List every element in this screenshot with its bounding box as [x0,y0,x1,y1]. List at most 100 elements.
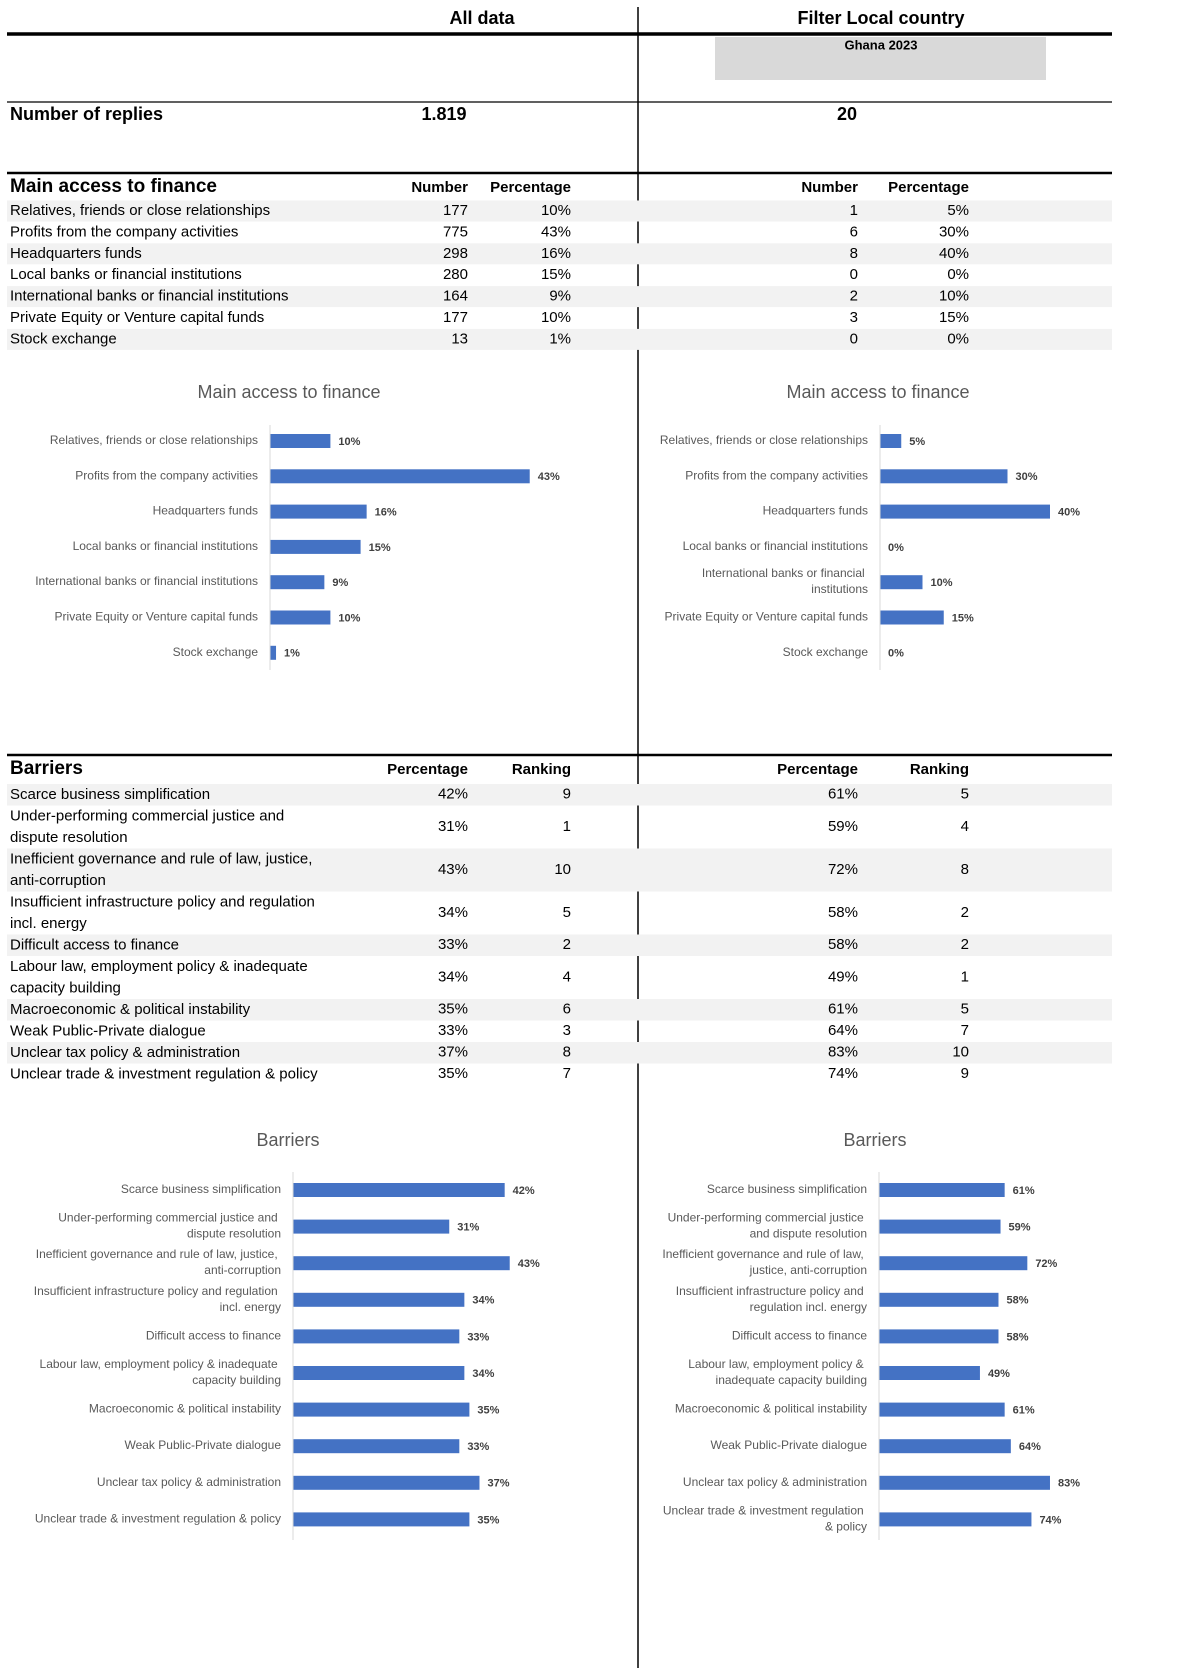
cell: 33% [438,936,468,953]
value-label: 40% [1058,507,1080,519]
bar [880,575,923,590]
cell: 4 [563,968,571,985]
cell: 30% [939,223,969,240]
category-label: Scarce business simplification [121,1182,281,1196]
cell: 164 [443,288,468,305]
cell: 5 [563,904,571,921]
value-label: 59% [1009,1222,1031,1234]
cell: 61% [828,1001,858,1018]
row-label: International banks or financial institu… [10,288,289,305]
cell: 280 [443,266,468,283]
category-label: Weak Public-Private dialogue [710,1438,867,1452]
cell: 3 [563,1022,571,1039]
cell: 59% [828,818,858,835]
cell: 7 [563,1065,571,1082]
category-label: Relatives, friends or close relationship… [660,433,868,447]
category-label: Private Equity or Venture capital funds [665,610,868,624]
replies-label: Number of replies [10,104,163,124]
cell: 74% [828,1065,858,1082]
value-label: 30% [1016,471,1038,483]
row-label: Profits from the company activities [10,223,238,240]
cell: 33% [438,1022,468,1039]
value-label: 43% [538,471,560,483]
cell: 9 [961,1065,969,1082]
row-label: Local banks or financial institutions [10,266,242,283]
bar [270,469,530,484]
bar [879,1219,1001,1234]
cell: 2 [961,904,969,921]
cell: 49% [828,968,858,985]
column-header: Percentage [777,761,858,778]
row-label: Stock exchange [10,330,117,347]
cell: 16% [541,245,571,262]
category-label: Profits from the company activities [685,468,868,482]
value-label: 0% [888,542,904,554]
section-title: Barriers [10,758,83,779]
value-label: 9% [332,577,348,589]
value-label: 10% [338,612,360,624]
bar [293,1366,465,1380]
cell: 4 [961,818,969,835]
bar [879,1183,1005,1197]
column-title: Filter Local country [797,8,964,28]
value-label: 34% [472,1368,494,1380]
row-label: Unclear trade & investment regulation & … [10,1065,318,1082]
cell: 15% [939,309,969,326]
cell: 6 [850,223,858,240]
bar [270,504,367,519]
bar [879,1439,1011,1454]
column-header: Percentage [387,761,468,778]
replies-local: 20 [837,104,857,124]
cell: 1 [563,818,571,835]
chart-title: Barriers [256,1130,319,1150]
bar [293,1439,460,1454]
cell: 1 [961,968,969,985]
cell: 35% [438,1001,468,1018]
cell: 13 [451,330,468,347]
category-label: Difficult access to finance [732,1329,868,1343]
category-label: Labour law, employment policy & inadequa… [40,1357,281,1387]
value-label: 0% [888,648,904,660]
value-label: 43% [518,1258,540,1270]
row-shade [7,243,1112,265]
category-label: Scarce business simplification [707,1182,867,1196]
row-label: Macroeconomic & political instability [10,1001,251,1018]
row-label: Insufficient infrastructure policy and r… [10,893,319,932]
cell: 34% [438,968,468,985]
value-label: 61% [1013,1185,1035,1197]
bar [879,1366,980,1380]
cell: 37% [438,1044,468,1061]
bar [270,575,325,590]
category-label: Unclear tax policy & administration [97,1475,281,1489]
category-label: Headquarters funds [153,504,258,518]
value-label: 34% [472,1295,494,1307]
category-label: Under-performing commercial justice and … [58,1211,281,1241]
category-label: Headquarters funds [763,504,868,518]
cell: 2 [563,936,571,953]
bar [270,539,361,554]
category-label: Stock exchange [783,645,869,659]
value-label: 64% [1019,1441,1041,1453]
row-label: Scarce business simplification [10,786,210,803]
category-label: Labour law, employment policy & inadequa… [688,1357,867,1387]
cell: 43% [438,861,468,878]
cell: 83% [828,1044,858,1061]
bar [880,504,1050,519]
value-label: 72% [1035,1258,1057,1270]
bar [879,1402,1005,1417]
cell: 31% [438,818,468,835]
cell: 61% [828,786,858,803]
value-label: 58% [1006,1295,1028,1307]
category-label: Weak Public-Private dialogue [124,1438,281,1452]
cell: 10% [541,202,571,219]
bar [879,1256,1028,1271]
bar [293,1183,505,1197]
cell: 15% [541,266,571,283]
bar [880,469,1008,484]
category-label: Insufficient infrastructure policy and r… [34,1284,281,1314]
bar [879,1292,999,1307]
value-label: 35% [477,1514,499,1526]
category-label: Stock exchange [173,645,259,659]
cell: 8 [850,245,858,262]
